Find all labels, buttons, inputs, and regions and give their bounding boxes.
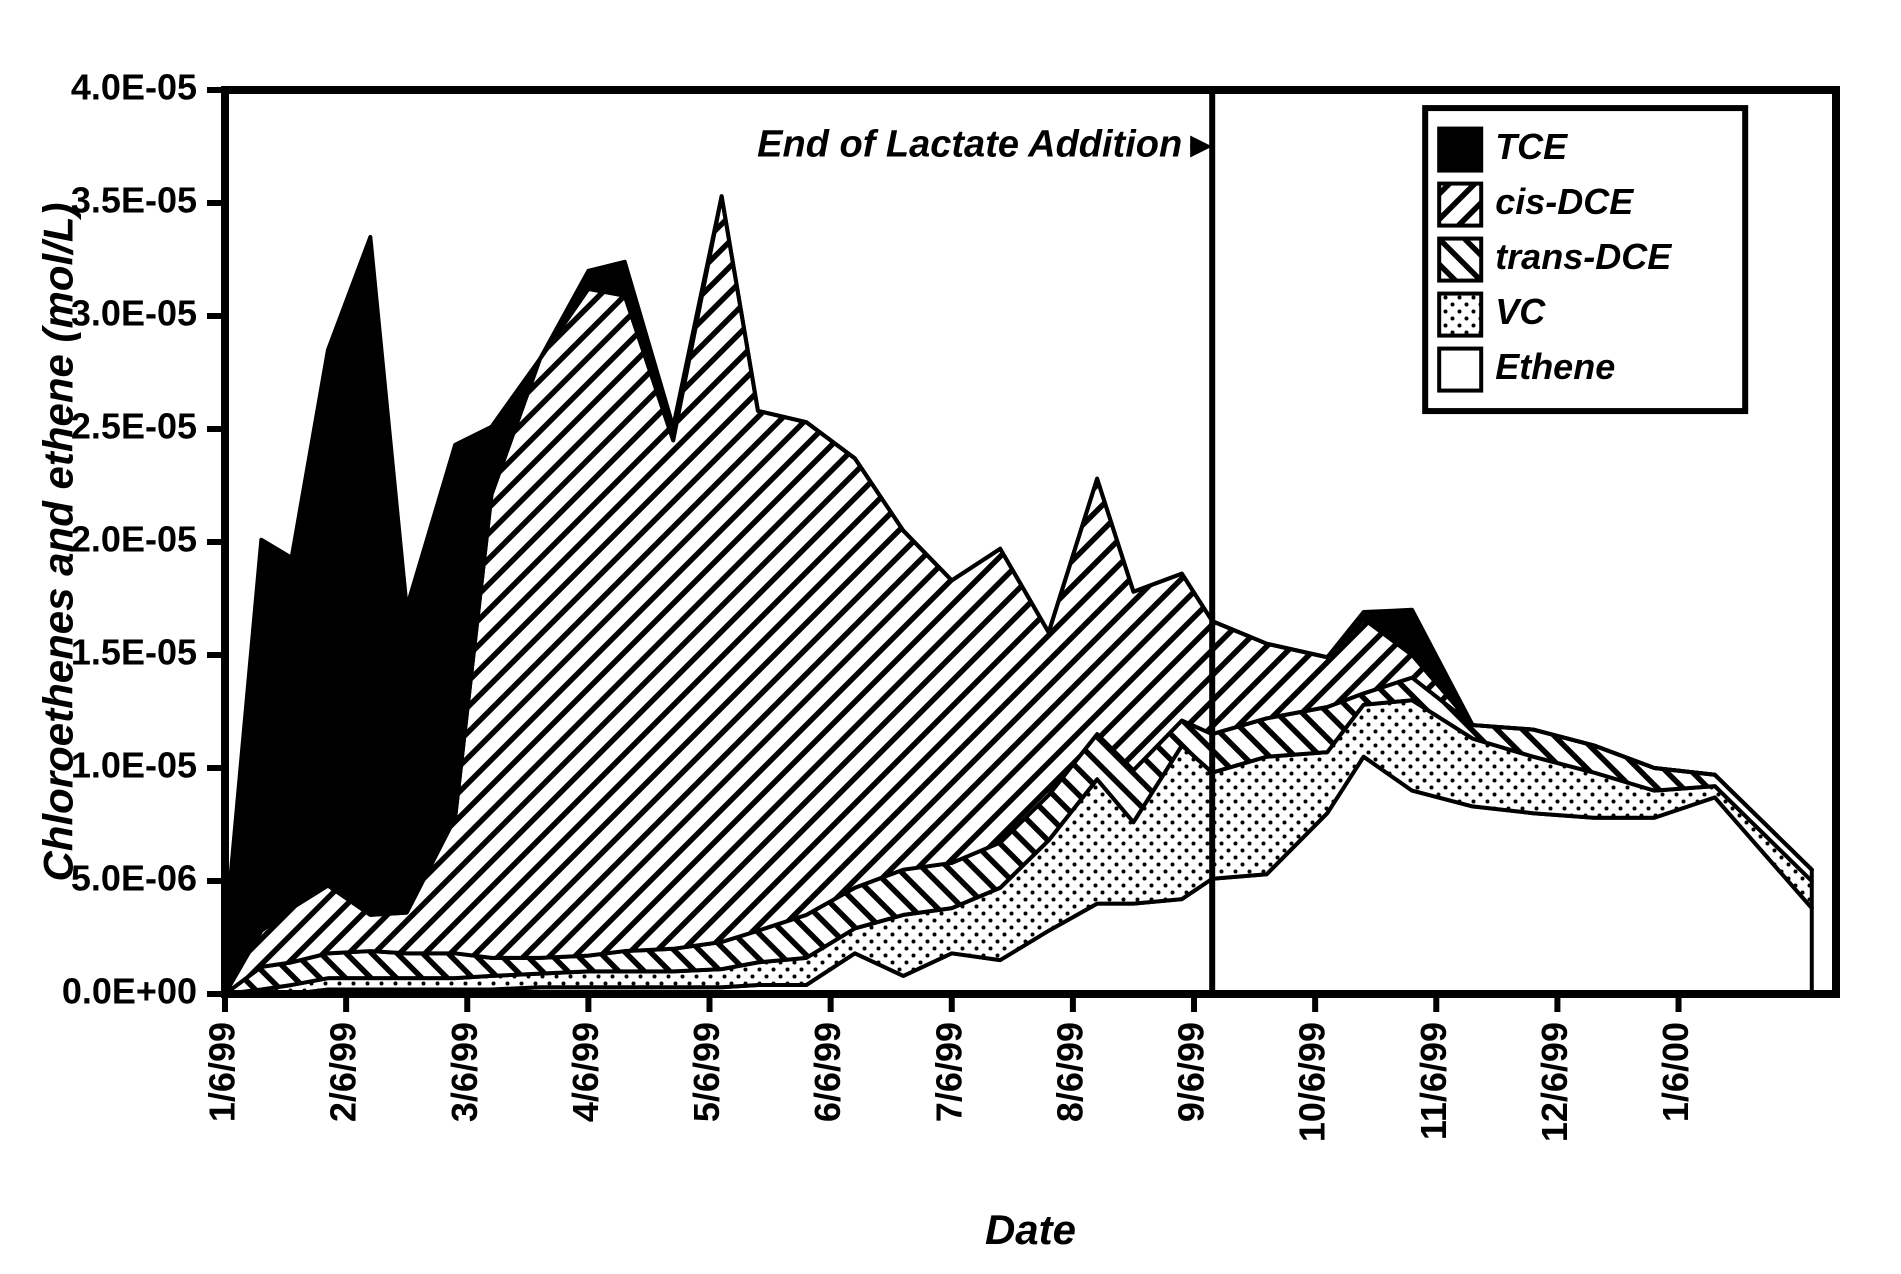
y-tick-label: 4.0E-05 bbox=[71, 67, 197, 108]
y-tick-label: 2.0E-05 bbox=[71, 519, 197, 560]
y-tick-label: 0.0E+00 bbox=[62, 971, 197, 1012]
y-tick-label: 3.0E-05 bbox=[71, 293, 197, 334]
x-axis-label: Date bbox=[985, 1206, 1076, 1253]
x-tick-label: 6/6/99 bbox=[807, 1022, 848, 1122]
legend-label: VC bbox=[1495, 291, 1546, 332]
legend-label: trans-DCE bbox=[1495, 236, 1672, 277]
x-tick-label: 11/6/99 bbox=[1413, 1022, 1454, 1140]
y-tick-label: 5.0E-06 bbox=[71, 858, 197, 899]
legend-label: TCE bbox=[1495, 126, 1568, 167]
legend-swatch bbox=[1439, 184, 1481, 226]
y-tick-label: 1.0E-05 bbox=[71, 745, 197, 786]
y-tick-label: 2.5E-05 bbox=[71, 406, 197, 447]
x-tick-label: 1/6/99 bbox=[202, 1022, 243, 1122]
legend-swatch bbox=[1439, 239, 1481, 281]
y-axis-label: Chloroethenes and ethene (mol/L) bbox=[34, 202, 81, 881]
legend-swatch bbox=[1439, 294, 1481, 336]
y-tick-label: 1.5E-05 bbox=[71, 632, 197, 673]
legend-swatch bbox=[1439, 129, 1481, 171]
annotation-text: End of Lactate Addition bbox=[757, 124, 1182, 166]
legend: TCE cis-DCE trans-DCE VC Ethene bbox=[1425, 108, 1745, 411]
x-tick-label: 10/6/99 bbox=[1292, 1022, 1333, 1142]
x-tick-label: 2/6/99 bbox=[323, 1022, 364, 1122]
x-tick-label: 5/6/99 bbox=[686, 1022, 727, 1122]
x-tick-label: 7/6/99 bbox=[928, 1022, 969, 1122]
x-tick-label: 8/6/99 bbox=[1049, 1022, 1090, 1122]
x-tick-label: 12/6/99 bbox=[1534, 1022, 1575, 1142]
legend-label: Ethene bbox=[1495, 346, 1615, 387]
x-tick-label: 4/6/99 bbox=[565, 1022, 606, 1122]
x-tick-label: 9/6/99 bbox=[1171, 1022, 1212, 1122]
chart-container: 0.0E+00 5.0E-06 1.0E-05 1.5E-05 2.0E-05 2.5E-… bbox=[0, 0, 1901, 1274]
y-tick-label: 3.5E-05 bbox=[71, 180, 197, 221]
chart-svg: 0.0E+00 5.0E-06 1.0E-05 1.5E-05 2.0E-05 2.5E-… bbox=[0, 0, 1901, 1274]
x-tick-label: 3/6/99 bbox=[444, 1022, 485, 1122]
x-tick-label: 1/6/00 bbox=[1655, 1022, 1696, 1122]
legend-swatch bbox=[1439, 349, 1481, 391]
legend-label: cis-DCE bbox=[1495, 181, 1634, 222]
